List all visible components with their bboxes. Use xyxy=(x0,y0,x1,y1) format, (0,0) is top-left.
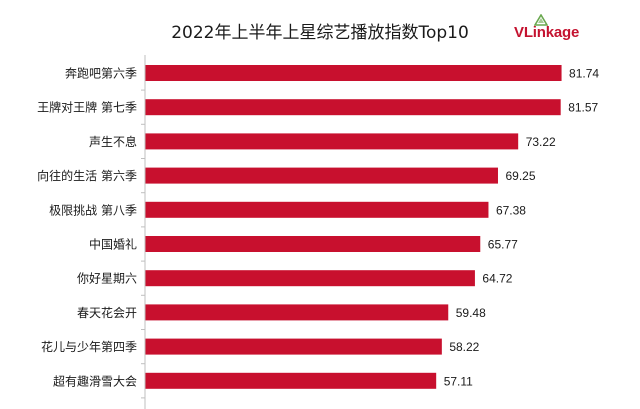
value-label: 65.77 xyxy=(488,238,518,252)
value-label: 59.48 xyxy=(456,306,486,320)
value-label: 58.22 xyxy=(449,340,479,354)
category-label: 春天花会开 xyxy=(77,305,137,320)
value-label: 73.22 xyxy=(526,135,556,149)
category-label: 向往的生活 第六季 xyxy=(37,168,137,183)
value-label: 81.57 xyxy=(568,101,598,115)
bar xyxy=(145,167,498,184)
bar xyxy=(145,372,437,389)
bar xyxy=(145,304,449,321)
category-label: 花儿与少年第四季 xyxy=(41,339,137,354)
leaf-icon xyxy=(534,14,548,26)
category-label: 超有趣滑雪大会 xyxy=(53,373,137,388)
value-label: 69.25 xyxy=(505,169,535,183)
category-label: 王牌对王牌 第七季 xyxy=(37,101,137,115)
category-label: 中国婚礼 xyxy=(89,237,137,252)
bar xyxy=(145,338,442,355)
category-label: 奔跑吧第六季 xyxy=(65,67,137,81)
value-label: 81.74 xyxy=(569,67,599,81)
value-label: 67.38 xyxy=(496,203,526,217)
bar xyxy=(145,201,489,218)
logo-text: VLinkage xyxy=(514,24,580,41)
category-label: 声生不息 xyxy=(89,134,137,149)
category-label: 极限挑战 第八季 xyxy=(49,203,137,217)
value-label: 57.11 xyxy=(444,374,473,388)
bar xyxy=(145,133,519,150)
bar xyxy=(145,236,481,252)
value-label: 64.72 xyxy=(482,272,512,286)
category-label: 你好星期六 xyxy=(77,272,137,286)
bar xyxy=(145,99,561,116)
chart-title: 2022年上半年上星综艺播放指数Top10 xyxy=(171,23,469,43)
vlinkage-logo: VLinkage xyxy=(512,14,622,48)
bar xyxy=(145,65,562,81)
bar xyxy=(145,270,475,287)
